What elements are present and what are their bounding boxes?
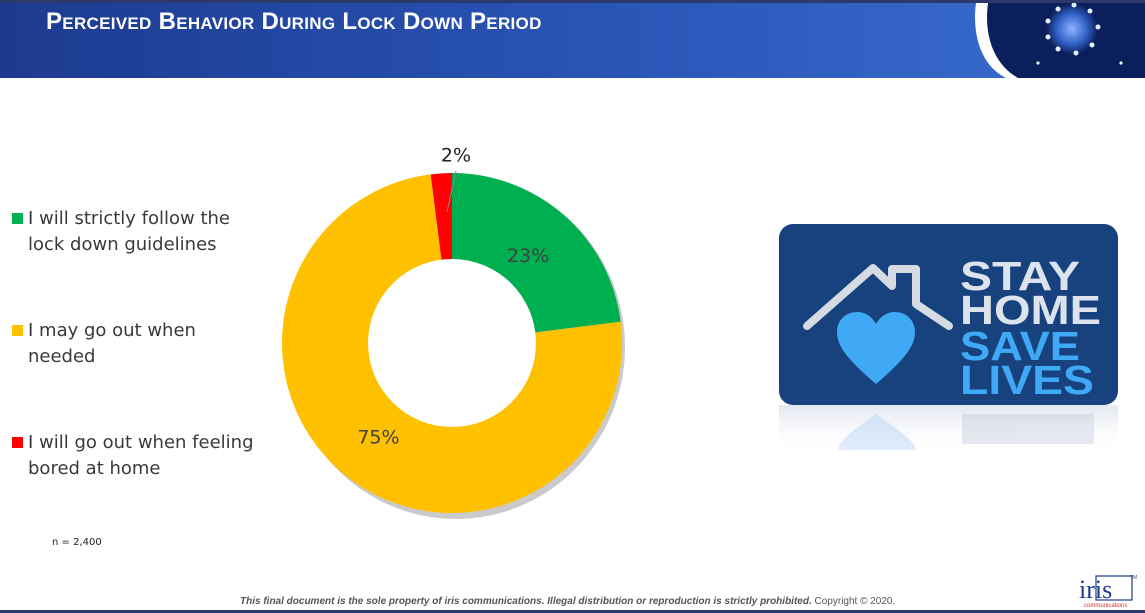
legend-label: bored at home xyxy=(28,458,161,479)
virus-image xyxy=(966,3,1145,78)
badge-line-stay: STAY xyxy=(960,253,1080,299)
data-label-go-out-when-bored: 2% xyxy=(441,145,471,167)
legal-notice-text: This final document is the sole property… xyxy=(240,596,812,607)
legend-label: I will strictly follow the xyxy=(28,208,230,229)
leader-line xyxy=(446,170,457,213)
slide-title: Perceived Behavior During Lock Down Peri… xyxy=(46,8,542,35)
bottom-border xyxy=(0,610,1145,613)
logo-subtitle: communications xyxy=(1084,603,1127,609)
trademark-mark: TM xyxy=(1130,575,1137,581)
legend-swatch-red xyxy=(12,437,23,448)
data-label-follow-guidelines: 23% xyxy=(507,245,549,267)
badge-line-save: SAVE xyxy=(960,323,1080,369)
data-label-go-out-when-needed: 75% xyxy=(357,426,399,448)
legend-item-go-out-when-bored: I will go out when feeling bored at home xyxy=(12,430,277,482)
donut-chart: 23% 75% 2% xyxy=(281,145,625,519)
legend-swatch-yellow xyxy=(12,325,23,336)
legend-label: needed xyxy=(28,346,96,367)
legend-label: lock down guidelines xyxy=(28,234,217,255)
logo-wordmark: iris xyxy=(1079,575,1112,604)
legend-swatch-green xyxy=(12,213,23,224)
slide-header: Perceived Behavior During Lock Down Peri… xyxy=(0,3,1145,78)
copyright-text: Copyright © 2020. xyxy=(814,596,896,607)
legend-item-go-out-when-needed: I may go out when needed xyxy=(12,318,277,370)
legal-notice: This final document is the sole property… xyxy=(240,596,895,607)
legend-label: I may go out when xyxy=(28,320,196,341)
badge-line-lives: LIVES xyxy=(960,357,1094,403)
iris-communications-logo: TM iris communications xyxy=(1079,575,1137,609)
legend-label: I will go out when feeling xyxy=(28,432,254,453)
stay-home-save-lives-image: STAY HOME SAVE LIVES xyxy=(779,224,1118,454)
sample-size-note: n = 2,400 xyxy=(52,537,102,548)
badge-line-home: HOME xyxy=(960,287,1101,333)
top-border xyxy=(0,0,1145,3)
legend-item-follow-guidelines: I will strictly follow the lock down gui… xyxy=(12,206,277,258)
